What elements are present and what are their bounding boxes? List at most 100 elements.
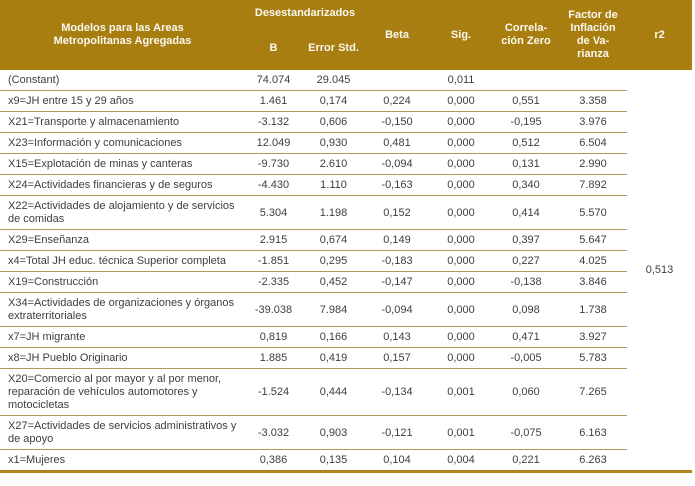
- cell-correlacion-zero: 0,227: [493, 250, 560, 272]
- cell-correlacion-zero: 0,221: [512, 454, 540, 466]
- cell-beta: 0,104: [383, 454, 411, 466]
- cell-correlacion-zero: -0,138: [493, 271, 560, 293]
- cell-b: -2.335: [245, 271, 302, 293]
- r2-value: 0,513: [645, 264, 674, 276]
- table-row: X22=Actividades de alojamiento y de serv…: [0, 195, 692, 230]
- cell-error-std: 0,135: [319, 454, 348, 466]
- cell-beta: 0,149: [365, 229, 430, 251]
- cell-beta: -0,150: [365, 111, 430, 133]
- cell-error-std: 0,444: [302, 368, 366, 416]
- header-row-2: B Error Std.: [0, 26, 692, 70]
- cell-sig: 0,000: [429, 174, 494, 196]
- cell-sig: 0,000: [429, 90, 494, 112]
- cell-sig: 0,000: [429, 292, 494, 327]
- cell-correlacion-zero: 0,098: [493, 292, 560, 327]
- cell-b: -3.132: [245, 111, 302, 133]
- table-row: X27=Actividades de servicios administrat…: [0, 415, 692, 450]
- row-label: X22=Actividades de alojamiento y de serv…: [0, 195, 245, 230]
- cell-b: -1.524: [245, 368, 302, 416]
- row-label: X29=Enseñanza: [0, 229, 245, 251]
- table-body: (Constant) 74.074 29.045 0,011 0,513 x9=JH en…: [0, 70, 692, 470]
- header-error-std: Error Std.: [302, 26, 366, 70]
- cell-beta: -0,094: [365, 292, 430, 327]
- cell-vif: 6.163: [559, 415, 628, 450]
- cell-vif: 5.570: [559, 195, 628, 230]
- cell-vif: 5.783: [559, 347, 628, 369]
- row-label: X23=Información y comunicaciones: [0, 132, 245, 154]
- table-row: X24=Actividades financieras y de seguros…: [0, 174, 692, 196]
- cell-error-std: 0,674: [302, 229, 366, 251]
- cell-sig: 0,000: [429, 111, 494, 133]
- cell-beta: -0,147: [365, 271, 430, 293]
- header-beta: Beta: [365, 0, 430, 70]
- table-header: Modelos para las Areas Metropolitanas Ag…: [0, 0, 693, 70]
- table-row: (Constant) 74.074 29.045 0,011 0,513: [0, 70, 692, 276]
- cell-sig: 0,000: [429, 326, 494, 348]
- header-desestandarizados: Desestandarizados: [245, 0, 366, 26]
- cell-sig: 0,000: [429, 195, 494, 230]
- cell-error-std: 0,419: [302, 347, 366, 369]
- cell-error-std: 0,452: [302, 271, 366, 293]
- cell-error-std: 29.045: [302, 70, 366, 91]
- cell-error-std: 0,903: [302, 415, 366, 450]
- cell-vif: 3.358: [559, 90, 628, 112]
- cell-b: 0,386: [259, 454, 288, 466]
- row-label: x8=JH Pueblo Originario: [0, 347, 245, 369]
- cell-correlacion-zero: 0,414: [493, 195, 560, 230]
- cell-error-std: 2.610: [302, 153, 366, 175]
- cell-sig: 0,001: [429, 368, 494, 416]
- cell-vif: 3.927: [559, 326, 628, 348]
- cell-vif: 1.738: [559, 292, 628, 327]
- cell-beta: -0,121: [365, 415, 430, 450]
- cell-beta: 0,152: [365, 195, 430, 230]
- row-label: (Constant): [0, 70, 245, 91]
- cell-vif: 3.846: [559, 271, 628, 293]
- row-label: x4=Total JH educ. técnica Superior compl…: [0, 250, 245, 272]
- cell-correlacion-zero: [493, 70, 560, 91]
- cell-error-std: 0,166: [302, 326, 366, 348]
- table-row: X15=Explotación de minas y canteras -9.73…: [0, 153, 692, 175]
- row-label: X24=Actividades financieras y de seguros: [0, 174, 245, 196]
- header-r2: r2: [627, 0, 693, 70]
- table-row: x4=Total JH educ. técnica Superior compl…: [0, 250, 692, 272]
- cell-vif: [559, 70, 628, 91]
- regression-table: Modelos para las Areas Metropolitanas Ag…: [0, 0, 693, 470]
- row-label: x9=JH entre 15 y 29 años: [0, 90, 245, 112]
- header-sig: Sig.: [429, 0, 494, 70]
- cell-correlacion-zero: 0,060: [493, 368, 560, 416]
- header-b: B: [245, 26, 302, 70]
- row-label: X20=Comercio al por mayor y al por menor…: [0, 368, 245, 416]
- cell-vif: 7.892: [559, 174, 628, 196]
- cell-error-std: 7.984: [302, 292, 366, 327]
- cell-beta: -0,134: [365, 368, 430, 416]
- row-label: X34=Actividades de organizaciones y órga…: [0, 292, 245, 327]
- cell-sig: 0,000: [429, 153, 494, 175]
- cell-error-std: 1.110: [302, 174, 366, 196]
- row-label: X21=Transporte y almacenamiento: [0, 111, 245, 133]
- cell-b: -9.730: [245, 153, 302, 175]
- cell-vif: 3.976: [559, 111, 628, 133]
- cell-sig: 0,000: [429, 132, 494, 154]
- regression-table-wrapper: Modelos para las Areas Metropolitanas Ag…: [0, 0, 693, 473]
- table-row: x1=Mujeres 0,386 0,135 0,104 0,004 0,221 6.263: [0, 450, 692, 471]
- cell-beta: [365, 70, 430, 91]
- cell-vif: 6.263: [579, 454, 607, 466]
- cell-correlacion-zero: -0,075: [493, 415, 560, 450]
- table-row: X19=Construcción -2.335 0,452 -0,147 0,000 -0…: [0, 271, 692, 293]
- cell-sig: 0,000: [429, 250, 494, 272]
- cell-b: 1.885: [245, 347, 302, 369]
- table-row: X20=Comercio al por mayor y al por menor…: [0, 368, 692, 416]
- cell-error-std: 1.198: [302, 195, 366, 230]
- cell-beta: -0,183: [365, 250, 430, 272]
- cell-vif: 2.990: [559, 153, 628, 175]
- cell-b: 74.074: [245, 70, 302, 91]
- cell-b: 1.461: [245, 90, 302, 112]
- table-row: x7=JH migrante 0,819 0,166 0,143 0,000 0,471 3…: [0, 326, 692, 348]
- cell-b: 2.915: [245, 229, 302, 251]
- row-label: X19=Construcción: [0, 271, 245, 293]
- cell-correlacion-zero: 0,397: [493, 229, 560, 251]
- cell-b: -4.430: [245, 174, 302, 196]
- cell-correlacion-zero: 0,512: [493, 132, 560, 154]
- table-row: X34=Actividades de organizaciones y órga…: [0, 292, 692, 327]
